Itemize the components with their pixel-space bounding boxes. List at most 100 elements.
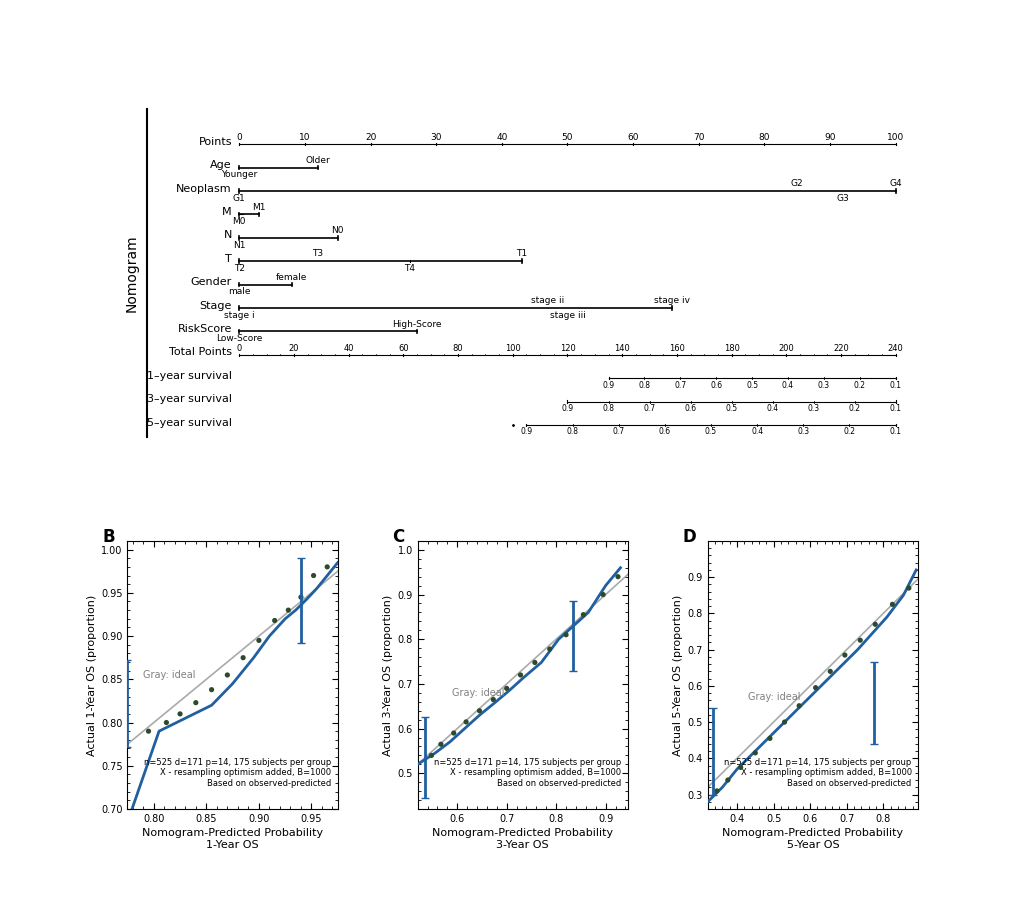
Text: B: B	[102, 527, 115, 545]
Text: 30: 30	[430, 134, 441, 143]
Y-axis label: Actual 3-Year OS (proportion): Actual 3-Year OS (proportion)	[383, 594, 393, 755]
Text: G1: G1	[232, 194, 246, 203]
Point	[219, 668, 235, 683]
Point	[266, 614, 282, 628]
Text: 100: 100	[887, 134, 904, 143]
Point	[746, 745, 762, 760]
Point	[471, 704, 487, 718]
Text: Low-Score: Low-Score	[216, 335, 262, 344]
Point	[557, 627, 574, 642]
Text: stage ii: stage ii	[531, 296, 564, 305]
Text: 90: 90	[823, 134, 835, 143]
Text: 5–year survival: 5–year survival	[147, 417, 231, 427]
Text: 120: 120	[559, 344, 575, 353]
Text: 0.3: 0.3	[817, 381, 829, 390]
Point	[172, 706, 189, 721]
Text: 60: 60	[397, 344, 409, 353]
Point	[836, 648, 852, 663]
Point	[158, 715, 174, 730]
Point	[761, 731, 777, 745]
Point	[900, 581, 916, 595]
Point	[851, 633, 867, 647]
Text: C: C	[392, 527, 405, 545]
Text: stage i: stage i	[224, 311, 255, 320]
Text: 180: 180	[722, 344, 739, 353]
Text: 0.5: 0.5	[704, 427, 716, 436]
Text: Nomogram: Nomogram	[124, 235, 139, 312]
Point	[541, 642, 557, 656]
Text: 100: 100	[504, 344, 520, 353]
Text: 140: 140	[613, 344, 630, 353]
Text: 0.2: 0.2	[843, 427, 855, 436]
Text: Points: Points	[199, 137, 231, 147]
Text: Neoplasm: Neoplasm	[176, 184, 231, 194]
Point	[512, 668, 528, 683]
Point	[790, 698, 806, 713]
Text: 0.7: 0.7	[643, 404, 655, 413]
Text: T4: T4	[405, 264, 415, 273]
Text: M: M	[222, 207, 231, 217]
Y-axis label: Actual 5-Year OS (proportion): Actual 5-Year OS (proportion)	[673, 594, 683, 755]
Text: 0.4: 0.4	[765, 404, 777, 413]
Text: G2: G2	[790, 179, 803, 188]
Text: 20: 20	[365, 134, 376, 143]
Point	[719, 773, 736, 787]
Point	[305, 568, 321, 583]
Text: 0.6: 0.6	[684, 404, 696, 413]
Text: G4: G4	[889, 179, 901, 188]
Point	[485, 693, 501, 707]
Point	[234, 651, 251, 665]
Text: 0.2: 0.2	[853, 381, 865, 390]
Text: 0.4: 0.4	[782, 381, 793, 390]
Point	[609, 569, 626, 584]
Text: High-Score: High-Score	[391, 320, 441, 328]
Text: RiskScore: RiskScore	[177, 324, 231, 335]
Text: Gray: ideal: Gray: ideal	[143, 670, 196, 680]
Point	[498, 681, 515, 695]
Point	[807, 681, 823, 695]
Text: M0: M0	[232, 217, 246, 226]
Text: Stage: Stage	[200, 301, 231, 311]
Y-axis label: Actual 1-Year OS (proportion): Actual 1-Year OS (proportion)	[87, 594, 97, 755]
Text: 70: 70	[692, 134, 704, 143]
Point	[821, 664, 838, 679]
Text: 220: 220	[833, 344, 848, 353]
Point	[458, 714, 474, 729]
Point	[594, 587, 610, 602]
Text: Older: Older	[306, 155, 330, 165]
Point	[432, 737, 448, 752]
Point	[775, 714, 792, 729]
Point	[319, 560, 335, 574]
Text: 0.5: 0.5	[725, 404, 737, 413]
Text: T2: T2	[233, 264, 245, 273]
Text: 40: 40	[343, 344, 354, 353]
Text: 60: 60	[627, 134, 638, 143]
Point	[292, 590, 309, 604]
Text: M1: M1	[252, 203, 266, 212]
Point	[732, 760, 748, 774]
Text: T: T	[225, 254, 231, 264]
Text: 40: 40	[495, 134, 507, 143]
Text: n=525 d=171 p=14, 175 subjects per group
X - resampling optimism added, B=1000
B: n=525 d=171 p=14, 175 subjects per group…	[144, 758, 331, 787]
Text: 0.3: 0.3	[797, 427, 809, 436]
Text: 0.9: 0.9	[560, 404, 573, 413]
X-axis label: Nomogram-Predicted Probability
3-Year OS: Nomogram-Predicted Probability 3-Year OS	[432, 828, 612, 850]
Text: 0.1: 0.1	[889, 381, 901, 390]
Text: 0.6: 0.6	[658, 427, 671, 436]
Text: 0.7: 0.7	[612, 427, 625, 436]
Text: 0.1: 0.1	[889, 427, 901, 436]
Text: 200: 200	[777, 344, 794, 353]
Text: n=525 d=171 p=14, 175 subjects per group
X - resampling optimism added, B=1000
B: n=525 d=171 p=14, 175 subjects per group…	[434, 758, 621, 787]
Text: 0.8: 0.8	[602, 404, 613, 413]
Text: N0: N0	[331, 226, 343, 235]
Text: stage iv: stage iv	[654, 296, 690, 305]
Point	[866, 617, 882, 632]
Text: D: D	[682, 527, 696, 545]
Text: 0.4: 0.4	[750, 427, 762, 436]
Text: 0.8: 0.8	[567, 427, 578, 436]
Text: Younger: Younger	[221, 170, 257, 179]
Text: 0.9: 0.9	[602, 381, 614, 390]
Text: T1: T1	[516, 249, 527, 258]
Text: Gray: ideal: Gray: ideal	[747, 692, 800, 702]
Text: N1: N1	[233, 241, 246, 250]
